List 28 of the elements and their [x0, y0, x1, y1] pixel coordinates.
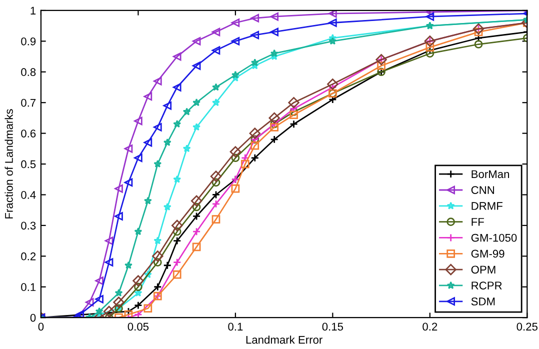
legend-label: GM-99	[471, 250, 504, 258]
legend-label: BorMan	[472, 170, 510, 178]
x-tick-label: 0.2	[422, 322, 438, 331]
y-tick-label: 0.1	[21, 283, 36, 292]
y-tick-label: 0.8	[21, 68, 36, 76]
y-tick-label: 0.7	[21, 98, 36, 107]
legend-label: FF	[472, 218, 484, 226]
x-axis-title: Landmark Error	[246, 336, 322, 344]
legend-label: DRMF	[472, 202, 502, 210]
legend-label: GM-1050	[471, 234, 517, 242]
legend-label: RCPR	[472, 282, 502, 290]
y-tick-label: 1	[30, 6, 36, 14]
x-tick-label: 0.05	[128, 322, 149, 331]
y-tick-label: 0.5	[21, 160, 36, 168]
y-tick-label: 0.2	[21, 252, 36, 260]
y-tick-label: 0.3	[21, 222, 36, 230]
x-tick-label: 0.25	[516, 322, 538, 331]
y-tick-label: 0.6	[21, 130, 36, 138]
legend-label: OPM	[471, 266, 496, 274]
y-axis-title: Fraction of Landmarks	[4, 109, 13, 218]
legend-label: SDM	[471, 298, 495, 306]
x-tick-label: 0	[38, 322, 44, 331]
x-tick-label: 0.15	[322, 322, 344, 331]
x-tick-label: 0.1	[228, 322, 243, 331]
legend-label: CNN	[471, 186, 494, 194]
y-tick-label: 0	[30, 314, 36, 322]
y-tick-label: 0.9	[21, 37, 36, 46]
y-tick-label: 0.4	[21, 191, 36, 199]
